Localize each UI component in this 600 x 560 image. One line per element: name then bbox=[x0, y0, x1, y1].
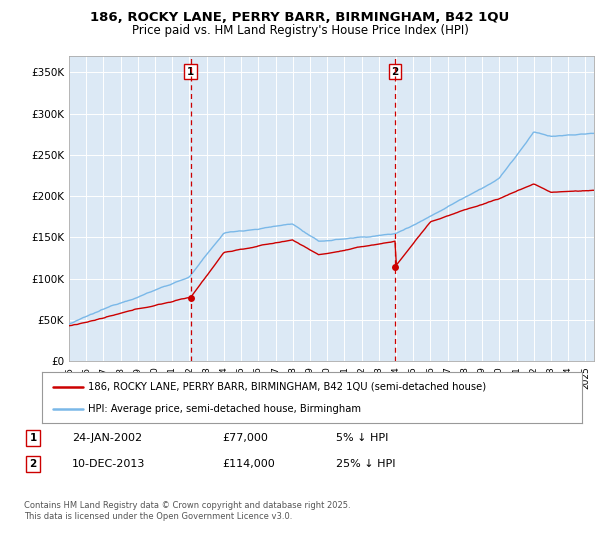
Text: 10-DEC-2013: 10-DEC-2013 bbox=[72, 459, 145, 469]
Text: 5% ↓ HPI: 5% ↓ HPI bbox=[336, 433, 388, 443]
Text: 186, ROCKY LANE, PERRY BARR, BIRMINGHAM, B42 1QU: 186, ROCKY LANE, PERRY BARR, BIRMINGHAM,… bbox=[91, 11, 509, 24]
Text: £114,000: £114,000 bbox=[222, 459, 275, 469]
Text: 2: 2 bbox=[29, 459, 37, 469]
Text: 2: 2 bbox=[391, 67, 398, 77]
Text: 24-JAN-2002: 24-JAN-2002 bbox=[72, 433, 142, 443]
Text: 1: 1 bbox=[187, 67, 194, 77]
Text: 25% ↓ HPI: 25% ↓ HPI bbox=[336, 459, 395, 469]
Text: 1: 1 bbox=[29, 433, 37, 443]
Text: HPI: Average price, semi-detached house, Birmingham: HPI: Average price, semi-detached house,… bbox=[88, 404, 361, 414]
Text: £77,000: £77,000 bbox=[222, 433, 268, 443]
Text: Contains HM Land Registry data © Crown copyright and database right 2025.
This d: Contains HM Land Registry data © Crown c… bbox=[24, 501, 350, 521]
Text: 186, ROCKY LANE, PERRY BARR, BIRMINGHAM, B42 1QU (semi-detached house): 186, ROCKY LANE, PERRY BARR, BIRMINGHAM,… bbox=[88, 381, 486, 391]
Text: Price paid vs. HM Land Registry's House Price Index (HPI): Price paid vs. HM Land Registry's House … bbox=[131, 24, 469, 36]
